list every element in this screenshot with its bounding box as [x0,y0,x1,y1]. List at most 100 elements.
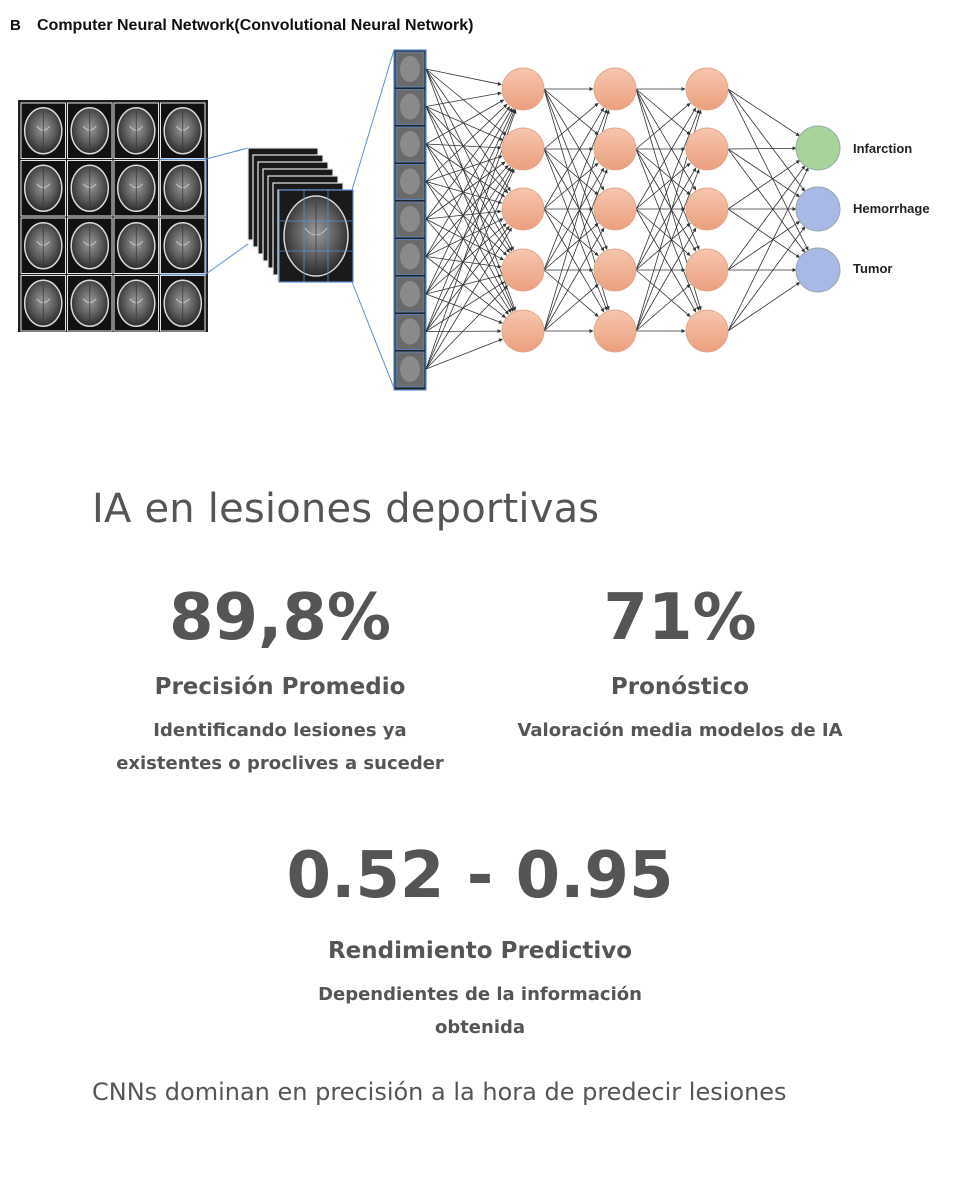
hidden-node [501,248,545,292]
connection-arrow [543,88,605,191]
footer-note: CNNs dominan en precisión a la hora de p… [92,1078,787,1106]
connection-arrow [727,148,801,198]
connection-arrow [425,108,514,295]
connection-arrow [635,148,697,252]
connection-arrow [543,269,599,317]
connection-arrow [635,208,697,313]
connection-arrow [425,103,508,182]
stat-value: 89,8% [168,581,392,655]
connection-arrow [425,281,505,332]
connection-arrow [543,208,599,256]
hidden-node [501,309,545,353]
mri-scan-grid [18,100,208,332]
connection-arrow [425,168,515,370]
connection-arrow [635,88,697,191]
stat-value: 71% [603,581,757,655]
output-label-infarction: Infarction [853,141,912,156]
connection-arrow [543,88,599,136]
connection-arrow [425,68,507,136]
connection-arrow [635,148,691,196]
connection-arrow [543,162,599,210]
figure-caption: Computer Neural Network(Convolutional Ne… [37,17,474,34]
connection-arrow [727,88,806,192]
page-title: IA en lesiones deportivas [92,486,600,532]
connection-arrow [635,88,691,136]
connection-arrow [727,221,801,271]
connection-arrow [543,88,608,250]
connection-arrow [727,208,801,258]
hidden-node [501,67,545,111]
connection-arrow [425,107,513,257]
output-layer: Infarction Hemorrhage Tumor [795,125,930,293]
hidden-node [685,67,729,111]
connection-arrow [543,223,599,271]
hidden-node [593,309,637,353]
connection-arrow [727,88,800,137]
connection-arrow [543,107,605,210]
output-node [795,186,841,232]
connection-arrow [635,109,700,271]
connection-arrow [425,109,517,370]
connection-arrow [425,274,503,295]
connection-arrow [635,148,700,311]
output-label-hemorrhage: Hemorrhage [853,201,930,216]
connection-arrow [425,165,509,257]
connection-arrow [425,106,511,220]
connection-arrow [425,106,509,194]
connection-arrow [425,68,511,192]
connection-arrow [425,293,503,324]
connection-arrow [425,338,503,370]
connection-arrow [543,148,608,311]
cnn-diagram: B Computer Neural Network(Convolutional … [10,17,930,391]
connection-arrow [635,169,700,332]
feature-map-stack [247,147,354,283]
connection-arrow [425,161,506,220]
connection-arrow [425,168,514,332]
hidden-node [501,127,545,171]
connection-arrow [425,91,502,107]
connection-arrow [635,284,691,332]
connection-arrow [425,143,510,253]
stat-precision: 89,8% Precisión Promedio Identificando l… [90,586,470,780]
connection-arrow [635,102,691,150]
connection-arrow [425,68,514,251]
connection-arrow [727,226,806,332]
connection-arrow [635,223,691,271]
stat-description-line: obtenida [434,1017,526,1038]
hidden-node [593,187,637,231]
connection-arrow [635,167,697,271]
connection-arrow [425,223,507,295]
output-label-tumor: Tumor [853,261,892,276]
hidden-node [685,309,729,353]
connection-arrow [635,269,691,317]
connection-arrow [727,160,801,210]
connection-arrow [425,181,508,256]
hidden-node [685,127,729,171]
connection-arrow [727,88,809,251]
stat-description: Valoración media modelos de IA [490,714,870,747]
connection-arrow [543,109,608,271]
zoom-lines [205,49,395,389]
panel-letter: B [10,17,21,34]
output-node [795,247,841,293]
zoom-line [351,281,395,389]
connection-arrow [727,167,809,332]
connection-arrow [727,148,806,253]
zoom-line [205,147,249,160]
connection-arrow [543,284,599,332]
stat-description-line: Dependientes de la información [318,984,642,1005]
stat-description-line: Identificando lesiones ya [153,720,407,741]
stat-label: Pronóstico [610,674,750,700]
connection-arrow [425,227,512,370]
connection-arrow [635,162,691,210]
connection-arrow [425,143,514,312]
connection-arrow [543,167,605,271]
connection-arrow [635,227,697,332]
stat-description: Dependientes de la información obtenida [240,978,720,1044]
hidden-node [685,248,729,292]
connection-arrow [543,148,605,252]
hidden-layer-nodes [501,67,729,353]
connection-arrow [425,68,502,86]
connection-arrow [543,208,605,313]
connection-arrow [543,169,608,332]
